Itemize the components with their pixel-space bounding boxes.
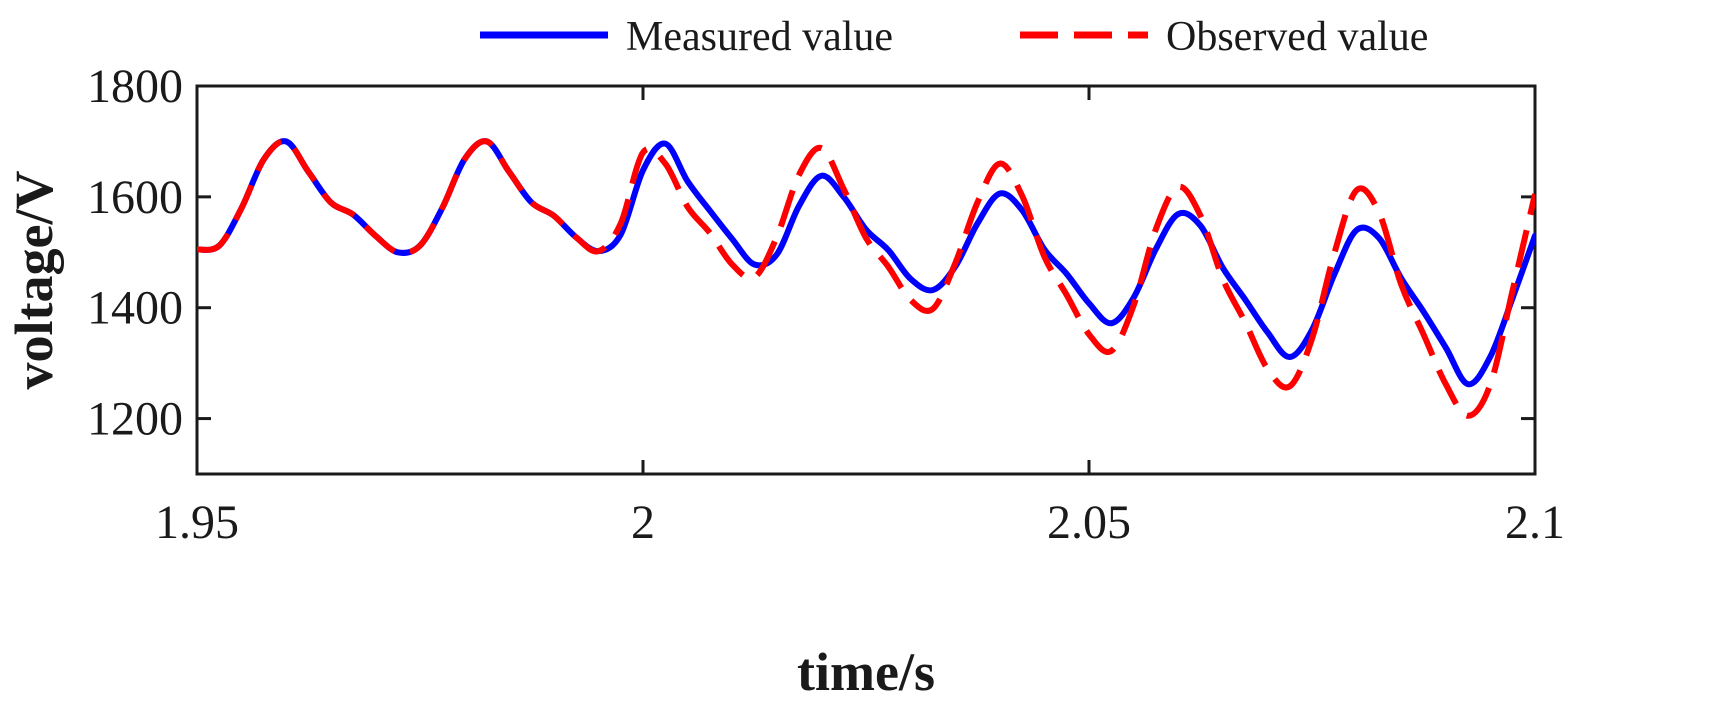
y-axis-label: voltage/V — [4, 171, 64, 390]
plot-frame — [195, 84, 1537, 476]
y-tick-label: 1800 — [87, 60, 183, 113]
x-tick-label: 2.05 — [1047, 496, 1131, 549]
y-tick-label: 1200 — [87, 393, 183, 446]
x-tick-label: 1.95 — [155, 496, 239, 549]
series-line-observed-value — [197, 138, 1535, 419]
axis-ticks: 1.95 2 2.05 2.1 1200 1400 1600 1800 — [87, 60, 1565, 549]
series-line-measured-value — [197, 138, 1535, 388]
legend: Measured value Observed value — [480, 14, 1428, 60]
y-tick-label: 1600 — [87, 171, 183, 224]
x-axis-label: time/s — [797, 642, 935, 702]
x-tick-label: 2 — [631, 496, 655, 549]
legend-label-measured-value: Measured value — [626, 14, 893, 60]
legend-label-observed-value: Observed value — [1166, 14, 1428, 60]
x-tick-label: 2.1 — [1505, 496, 1565, 549]
y-tick-label: 1400 — [87, 282, 183, 335]
plot-area — [195, 84, 1537, 476]
series-layer — [197, 138, 1535, 419]
